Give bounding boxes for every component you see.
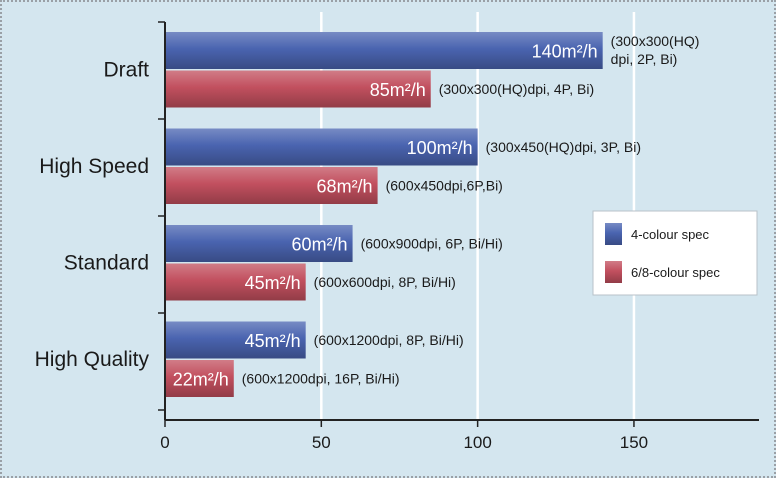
- spec-label: (600x450dpi,6P,Bi): [386, 178, 503, 194]
- bar-four-colour-3: [165, 321, 306, 359]
- x-tick-label: 150: [620, 433, 648, 452]
- category-label: High Quality: [35, 348, 150, 371]
- data-label: 22m²/h: [173, 370, 229, 390]
- bar-four-colour-0: [165, 32, 603, 69]
- x-tick-label: 50: [312, 433, 331, 452]
- spec-label: (300x450(HQ)dpi, 3P, Bi): [486, 139, 641, 155]
- spec-label: (300x300(HQ)dpi, 4P, Bi): [439, 81, 594, 97]
- spec-label: (600x1200dpi, 16P, Bi/Hi): [242, 371, 400, 387]
- bar-six-eight-colour-0: [165, 70, 431, 108]
- data-label: 60m²/h: [292, 235, 348, 255]
- category-label: Standard: [64, 252, 149, 275]
- category-label: High Speed: [39, 155, 149, 178]
- category-label: Draft: [103, 59, 149, 82]
- spec-label: (600x1200dpi, 8P, Bi/Hi): [314, 332, 464, 348]
- legend-label: 4-colour spec: [631, 227, 710, 242]
- spec-label: dpi, 2P, Bi): [611, 51, 678, 67]
- bar-six-eight-colour-2: [165, 263, 306, 301]
- bar-six-eight-colour-3: [165, 360, 234, 397]
- x-tick-label: 0: [160, 433, 169, 452]
- x-tick-label: 100: [463, 433, 491, 452]
- legend-label: 6/8-colour spec: [631, 265, 720, 280]
- data-label: 68m²/h: [317, 177, 373, 197]
- data-label: 85m²/h: [370, 80, 426, 100]
- bar-six-eight-colour-1: [165, 167, 378, 204]
- spec-label: (300x300(HQ): [611, 33, 700, 49]
- spec-label: (600x600dpi, 8P, Bi/Hi): [314, 274, 456, 290]
- data-label: 45m²/h: [245, 331, 301, 351]
- data-label: 140m²/h: [532, 42, 598, 62]
- legend-swatch-four-colour: [605, 223, 622, 245]
- spec-label: (600x900dpi, 6P, Bi/Hi): [361, 236, 503, 252]
- data-label: 100m²/h: [407, 138, 473, 158]
- bar-four-colour-1: [165, 128, 478, 166]
- data-label: 45m²/h: [245, 273, 301, 293]
- bar-four-colour-2: [165, 225, 353, 262]
- legend-swatch-six-eight-colour: [605, 261, 622, 283]
